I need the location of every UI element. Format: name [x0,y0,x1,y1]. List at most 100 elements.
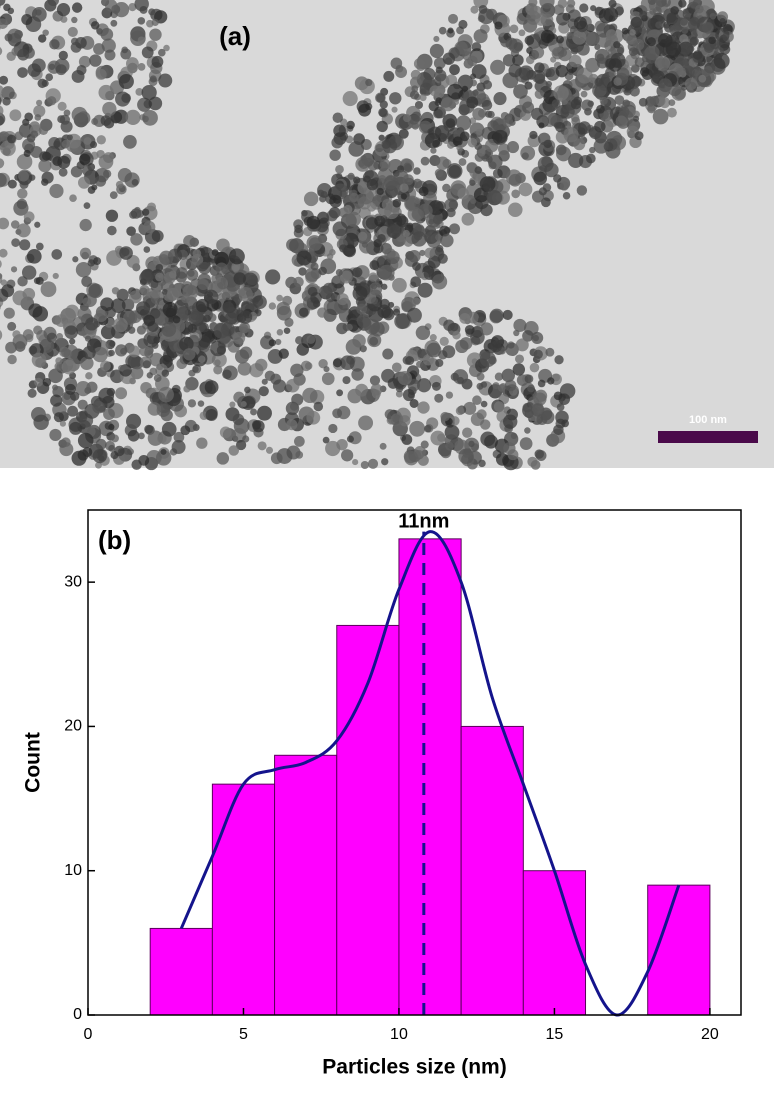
particle [442,345,455,358]
particle [594,139,609,154]
particle [38,159,51,172]
particle [33,415,48,430]
particle [213,365,222,374]
particle [119,246,133,260]
particle [369,282,382,295]
particle [480,351,496,367]
particle [603,7,618,22]
particle [401,434,412,445]
particle [496,453,509,466]
particle [108,445,115,452]
particle [49,64,55,70]
particle [115,91,130,106]
particle [177,307,189,319]
particle [434,70,446,82]
scale-bar [658,431,758,443]
particle [152,19,159,26]
particle [183,385,190,392]
particle [538,122,544,128]
particle [531,332,543,344]
particle [395,66,407,78]
particle [61,437,71,447]
particle [78,433,94,449]
bar [399,539,461,1015]
particle [480,204,492,216]
particle [435,359,443,367]
particle [495,373,503,381]
particle [472,64,487,79]
particle [508,449,519,460]
particle [109,341,115,347]
particle [84,202,91,209]
particle [525,409,534,418]
particle [645,45,660,60]
particle [18,171,29,182]
particle [513,363,525,375]
particle [534,73,545,84]
particle [524,427,530,433]
particle [306,411,320,425]
particle [139,347,148,356]
particle [329,149,340,160]
particle [336,269,343,276]
particle [150,75,157,82]
particle [158,74,172,88]
particle [403,114,411,122]
particle [474,29,488,43]
particle [666,13,676,23]
particle [695,5,704,14]
particle [242,435,249,442]
particle [93,449,107,463]
particle [353,177,360,184]
particle [233,272,246,285]
particle [120,49,131,60]
particle [41,281,57,297]
particle [131,460,141,470]
particle [148,8,155,15]
particle [8,8,15,15]
particle [101,115,112,126]
particle [138,36,146,44]
particle [553,85,569,101]
particle [446,118,456,128]
particle [358,415,373,430]
particle [595,78,604,87]
particle [704,66,713,75]
particle [544,163,558,177]
particle [710,13,716,19]
particle [22,265,36,279]
particle [343,91,358,106]
particle [342,376,350,384]
particle [188,324,197,333]
x-tick-label: 0 [84,1026,93,1043]
tem-image [0,0,774,470]
particle [265,269,280,284]
particle [352,334,365,347]
particle [478,316,484,322]
particle [687,45,694,52]
particle [241,401,247,407]
particle [115,387,127,399]
particle [83,346,96,359]
particle [91,184,97,190]
particle [416,361,423,368]
particle [511,190,520,199]
particle [418,204,433,219]
particle [485,111,492,118]
particle [57,3,70,16]
particle [128,327,135,334]
particle [71,17,77,23]
particle [11,266,17,272]
particle [38,34,46,42]
particle [240,347,252,359]
particle [220,427,232,439]
particle [152,56,164,68]
particle [305,362,313,370]
particle [24,112,33,121]
particle [296,250,311,265]
particle [149,97,163,111]
particle [159,251,173,265]
particle [448,14,458,24]
x-tick-label: 15 [546,1026,564,1043]
particle [233,332,246,345]
